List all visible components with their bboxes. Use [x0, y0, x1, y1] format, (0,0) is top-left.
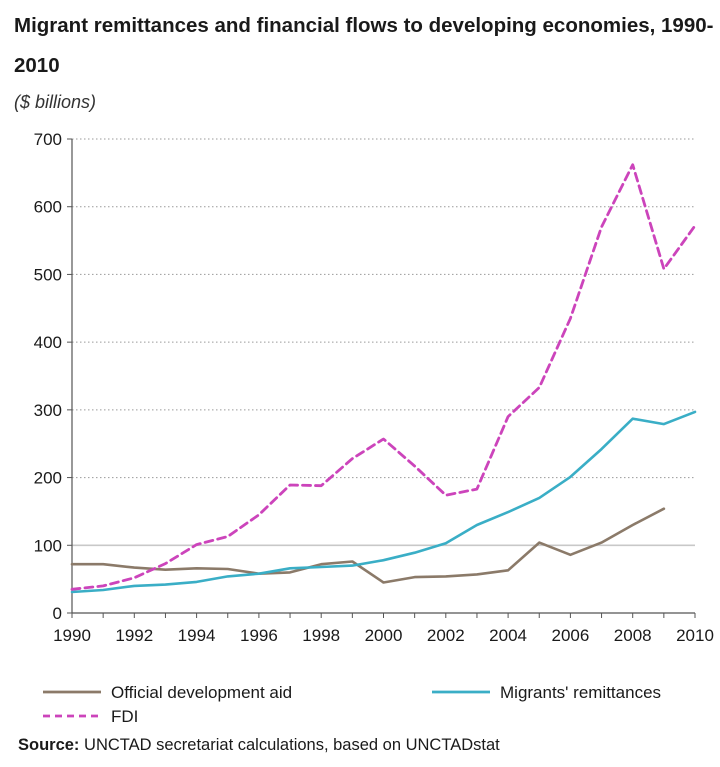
- x-axis-ticks: 1990 1992 1994 1996 1998 2000 2002 2004 2006 2008…: [53, 626, 714, 645]
- y-tick-label: 400: [34, 333, 62, 352]
- chart-title: Migrant remittances and financial flows …: [14, 14, 714, 77]
- x-tick-label: 1990: [53, 626, 91, 645]
- y-tick-label: 600: [34, 198, 62, 217]
- legend: Official development aid Migrants' remitt…: [43, 683, 661, 726]
- x-tick-label: 2006: [551, 626, 589, 645]
- y-tick-label: 700: [34, 130, 62, 149]
- y-tick-label: 500: [34, 265, 62, 284]
- y-tick-label: 0: [53, 604, 62, 623]
- x-tick-label: 2004: [489, 626, 527, 645]
- series-line-0: [70, 507, 666, 584]
- x-tick-label: 1992: [115, 626, 153, 645]
- unit-label: ($ billions): [14, 92, 97, 112]
- source-label: Source:: [18, 736, 80, 754]
- y-tick-label: 200: [34, 469, 62, 488]
- y-tick-label: 100: [34, 536, 62, 555]
- y-tick-label: 300: [34, 401, 62, 420]
- legend-label-2: FDI: [111, 707, 138, 726]
- series-line-2: [70, 163, 697, 591]
- source-text: UNCTAD secretariat calculations, based o…: [79, 736, 500, 754]
- legend-label-0: Official development aid: [111, 683, 292, 702]
- x-tick-label: 2002: [427, 626, 465, 645]
- series-lines: [70, 163, 697, 594]
- series-line-1: [70, 410, 697, 594]
- x-tick-label: 1998: [302, 626, 340, 645]
- x-tick-label: 2010: [676, 626, 714, 645]
- x-tick-label: 2008: [614, 626, 652, 645]
- axes: [67, 138, 696, 618]
- gridlines: [72, 138, 695, 547]
- x-tick-label: 1996: [240, 626, 278, 645]
- x-tick-label: 1994: [178, 626, 216, 645]
- x-tick-label: 2000: [365, 626, 403, 645]
- legend-label-1: Migrants' remittances: [500, 683, 661, 702]
- y-axis-ticks: 0 100 200 300 400 500 600 700: [34, 130, 62, 623]
- source-note: Source: UNCTAD secretariat calculations,…: [18, 736, 500, 755]
